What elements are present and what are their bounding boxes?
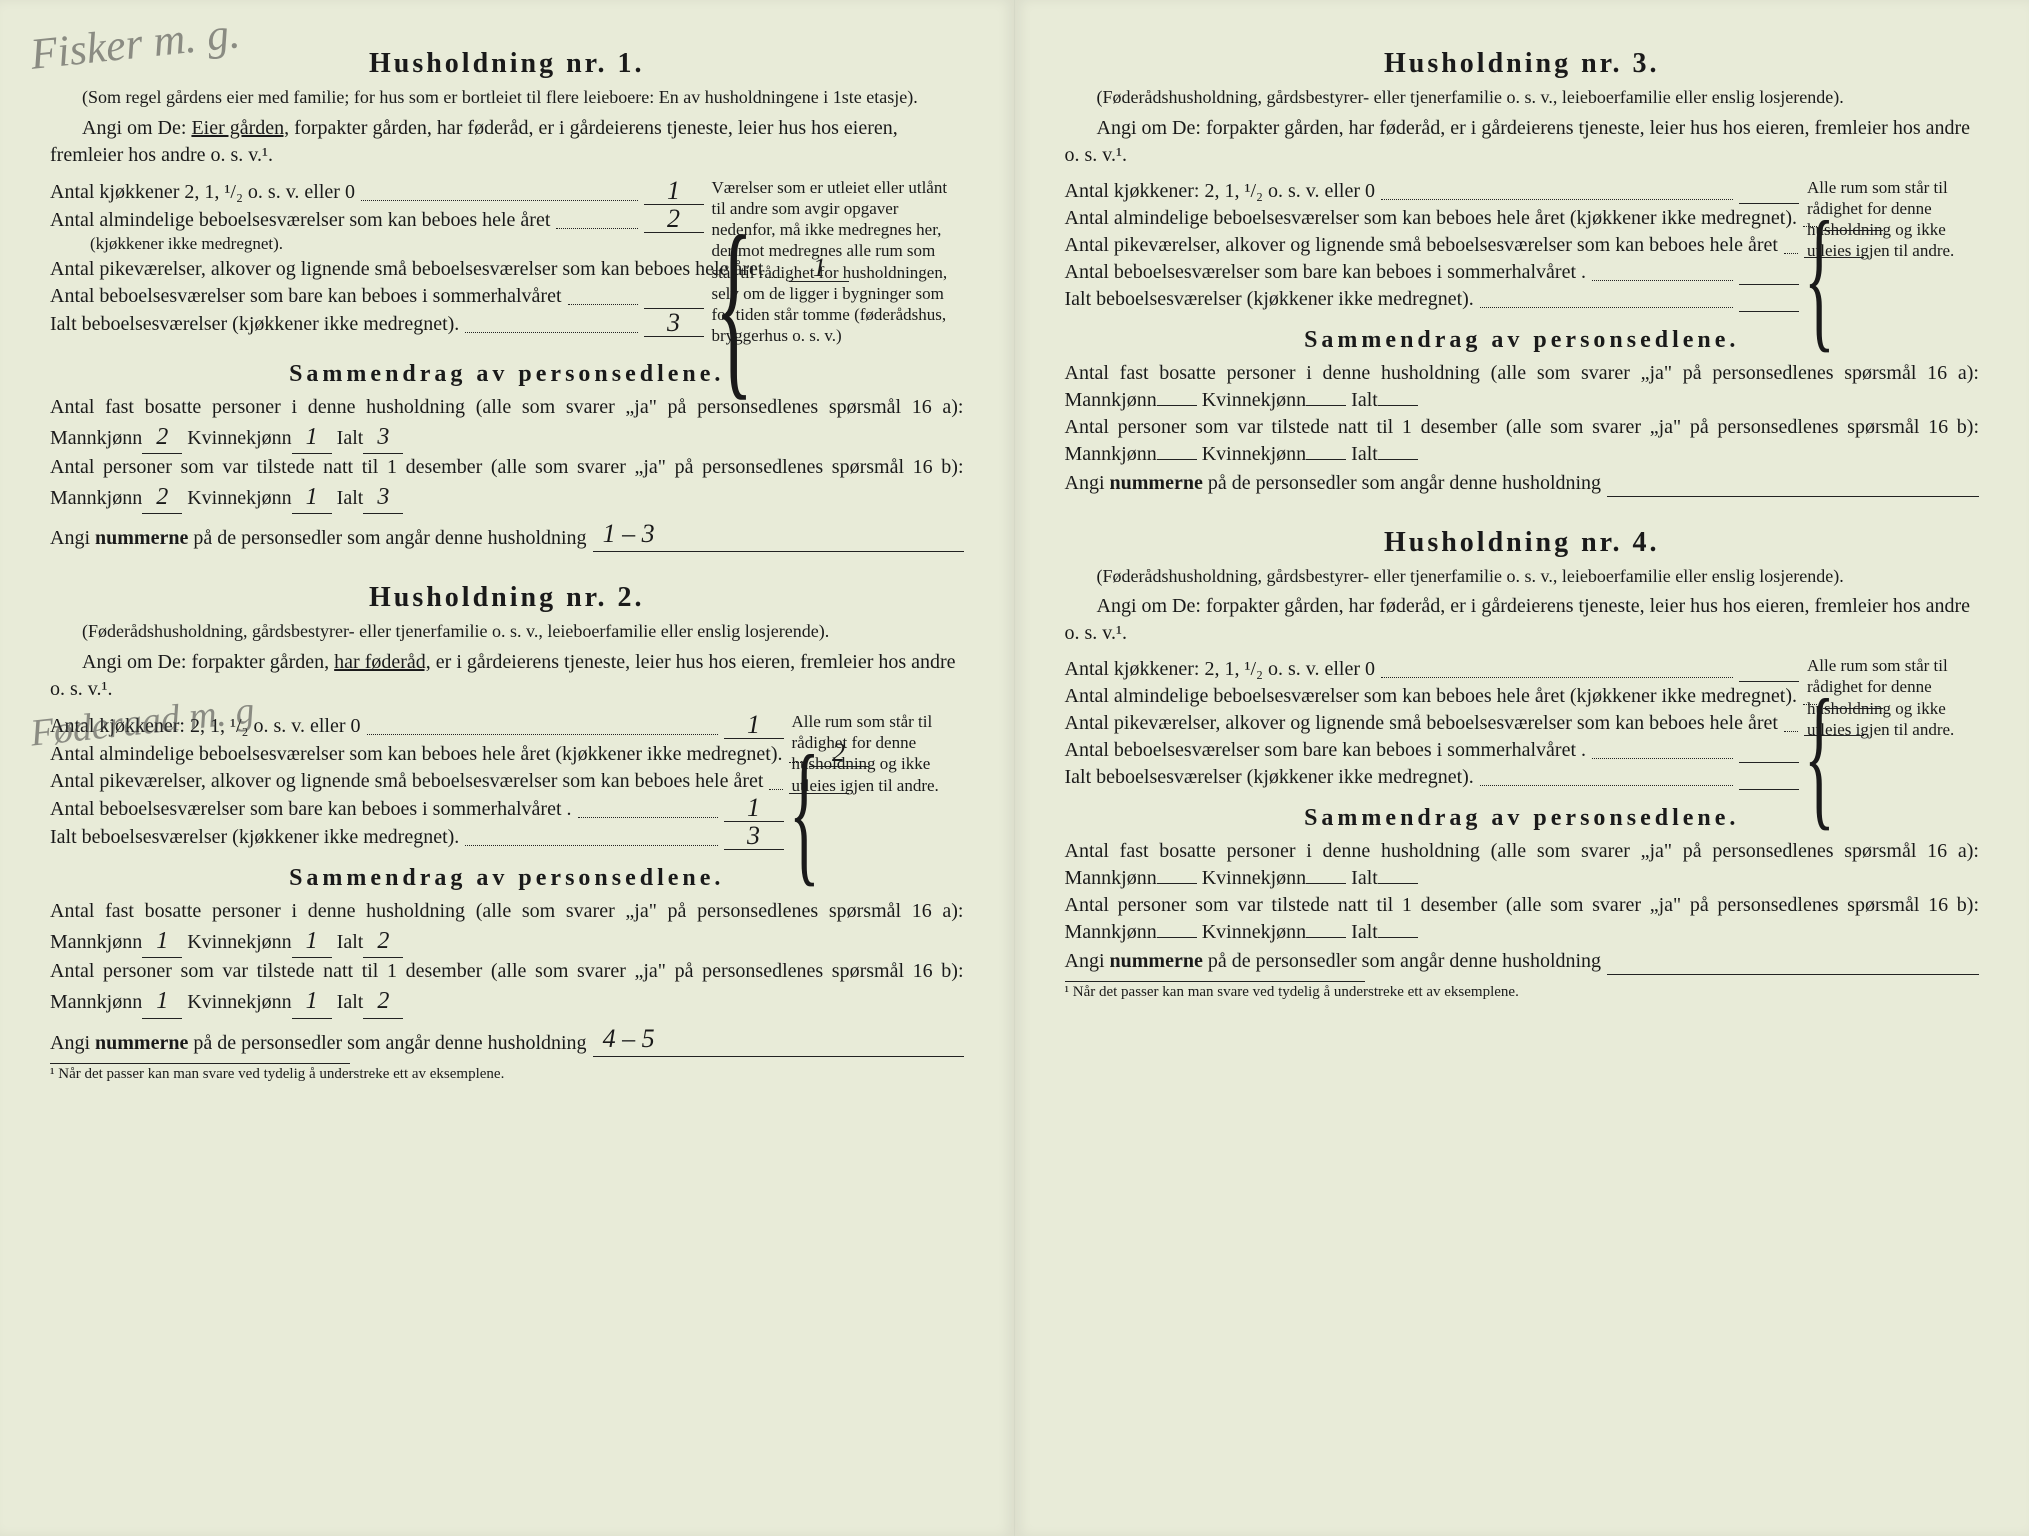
- h2-title: Husholdning nr. 2.: [50, 582, 964, 614]
- page-left: Fisker m. g. Husholdning nr. 1. (Som reg…: [0, 0, 1015, 1536]
- h3-v-ialt: [1739, 311, 1799, 312]
- h3-title: Husholdning nr. 3.: [1065, 48, 1980, 80]
- h1-v-alm: 2: [644, 206, 704, 233]
- h1-sammendrag-title: Sammendrag av personsedlene.: [50, 361, 964, 388]
- h4-title: Husholdning nr. 4.: [1065, 527, 1980, 559]
- h4-q-kjokkener: Antal kjøkkener: 2, 1, ¹/₂ o. s. v. elle…: [1065, 656, 1376, 682]
- h3-qa-row: Antal kjøkkener: 2, 1, ¹/₂ o. s. v. elle…: [1065, 177, 1980, 313]
- h3-sammendrag-title: Sammendrag av personsedlene.: [1065, 327, 1980, 354]
- h2-q-alm: Antal almindelige beboelsesværelser som …: [50, 741, 783, 767]
- h1-q-sommer: Antal beboelsesværelser som bare kan beb…: [50, 283, 562, 309]
- h1-q-ialt: Ialt beboelsesværelser (kjøkkener ikke m…: [50, 311, 459, 337]
- h3-q-ialt: Ialt beboelsesværelser (kjøkkener ikke m…: [1065, 286, 1474, 312]
- h4-q-alm: Antal almindelige beboelsesværelser som …: [1065, 683, 1798, 709]
- h4-q-sommer: Antal beboelsesværelser som bare kan beb…: [1065, 737, 1587, 763]
- h4-v-sommer: [1739, 762, 1799, 763]
- h4-v-kjokkener: [1739, 681, 1799, 682]
- h1-aside: { Værelser som er utleiet eller utlånt t…: [704, 177, 964, 347]
- h3-q-pike: Antal pikeværelser, alkover og lignende …: [1065, 232, 1778, 258]
- h4-subtitle: (Føderådshusholdning, gårdsbestyrer- ell…: [1065, 565, 1980, 588]
- h3-q-sommer: Antal beboelsesværelser som bare kan beb…: [1065, 259, 1587, 285]
- h2-q-ialt: Ialt beboelsesværelser (kjøkkener ikke m…: [50, 824, 459, 850]
- footnote-right: ¹ Når det passer kan man svare ved tydel…: [1065, 984, 1980, 1001]
- h1-v-ialt: 3: [644, 310, 704, 337]
- h4-qa-row: Antal kjøkkener: 2, 1, ¹/₂ o. s. v. elle…: [1065, 655, 1980, 791]
- h4-aside: { Alle rum som står til rådighet for den…: [1799, 655, 1979, 740]
- h4-v-ialt: [1739, 789, 1799, 790]
- h2-q-sommer: Antal beboelsesværelser som bare kan beb…: [50, 796, 572, 822]
- h2-sammendrag-title: Sammendrag av personsedlene.: [50, 865, 964, 892]
- h3-p2: Antal personer som var tilstede natt til…: [1065, 414, 1980, 468]
- h1-q-alm: Antal almindelige beboelsesværelser som …: [50, 207, 550, 233]
- h4-p2: Antal personer som var tilstede natt til…: [1065, 892, 1980, 946]
- brace-icon: {: [789, 771, 820, 851]
- h1-qa-row: Antal kjøkkener 2, 1, ¹/₂ o. s. v. eller…: [50, 177, 964, 347]
- h2-subtitle: (Føderådshusholdning, gårdsbestyrer- ell…: [50, 620, 964, 643]
- h3-p1: Antal fast bosatte personer i denne hush…: [1065, 360, 1980, 414]
- h2-v-ialt: 3: [724, 823, 784, 850]
- h1-angi: Angi om De: Eier gården, forpakter gårde…: [50, 115, 964, 169]
- h3-num: Angi nummerne på de personsedler som ang…: [1065, 470, 1980, 497]
- h2-aside: { Alle rum som står til rådighet for den…: [784, 711, 964, 796]
- h3-q-kjokkener: Antal kjøkkener: 2, 1, ¹/₂ o. s. v. elle…: [1065, 178, 1376, 204]
- h3-angi: Angi om De: forpakter gården, har føderå…: [1065, 115, 1980, 169]
- page-right: Husholdning nr. 3. (Føderådshusholdning,…: [1015, 0, 2029, 1536]
- h4-p1: Antal fast bosatte personer i denne hush…: [1065, 838, 1980, 892]
- h4-num: Angi nummerne på de personsedler som ang…: [1065, 948, 1980, 975]
- h1-q-alm-note: (kjøkkener ikke medregnet).: [50, 234, 704, 254]
- h3-subtitle: (Føderådshusholdning, gårdsbestyrer- ell…: [1065, 86, 1980, 109]
- h1-v-kjokkener: 1: [644, 178, 704, 205]
- h1-num: Angi nummerne på de personsedler som ang…: [50, 516, 964, 552]
- footnote-rule: [1065, 981, 1365, 982]
- h3-v-sommer: [1739, 284, 1799, 285]
- h3-q-alm: Antal almindelige beboelsesværelser som …: [1065, 205, 1798, 231]
- h2-p2: Antal personer som var tilstede natt til…: [50, 958, 964, 1018]
- h4-q-ialt: Ialt beboelsesværelser (kjøkkener ikke m…: [1065, 764, 1474, 790]
- footnote-rule: [50, 1063, 350, 1064]
- brace-icon: {: [1804, 715, 1835, 795]
- h2-q-pike: Antal pikeværelser, alkover og lignende …: [50, 768, 763, 794]
- h4-q-pike: Antal pikeværelser, alkover og lignende …: [1065, 710, 1778, 736]
- h1-p2: Antal personer som var tilstede natt til…: [50, 454, 964, 514]
- h2-num: Angi nummerne på de personsedler som ang…: [50, 1021, 964, 1057]
- h1-p1: Antal fast bosatte personer i denne hush…: [50, 394, 964, 454]
- h3-aside: { Alle rum som står til rådighet for den…: [1799, 177, 1979, 262]
- h3-v-kjokkener: [1739, 203, 1799, 204]
- h2-v-kjokkener: 1: [724, 712, 784, 739]
- brace-icon: {: [714, 257, 752, 357]
- h2-v-sommer: 1: [724, 795, 784, 822]
- h1-q-kjokkener: Antal kjøkkener 2, 1, ¹/₂ o. s. v. eller…: [50, 179, 355, 205]
- footnote-left: ¹ Når det passer kan man svare ved tydel…: [50, 1066, 964, 1083]
- h4-angi: Angi om De: forpakter gården, har føderå…: [1065, 593, 1980, 647]
- h1-subtitle: (Som regel gårdens eier med familie; for…: [50, 86, 964, 109]
- brace-icon: {: [1804, 237, 1835, 317]
- h4-sammendrag-title: Sammendrag av personsedlene.: [1065, 805, 1980, 832]
- h2-p1: Antal fast bosatte personer i denne hush…: [50, 898, 964, 958]
- h1-q-pike: Antal pikeværelser, alkover og lignende …: [50, 256, 763, 282]
